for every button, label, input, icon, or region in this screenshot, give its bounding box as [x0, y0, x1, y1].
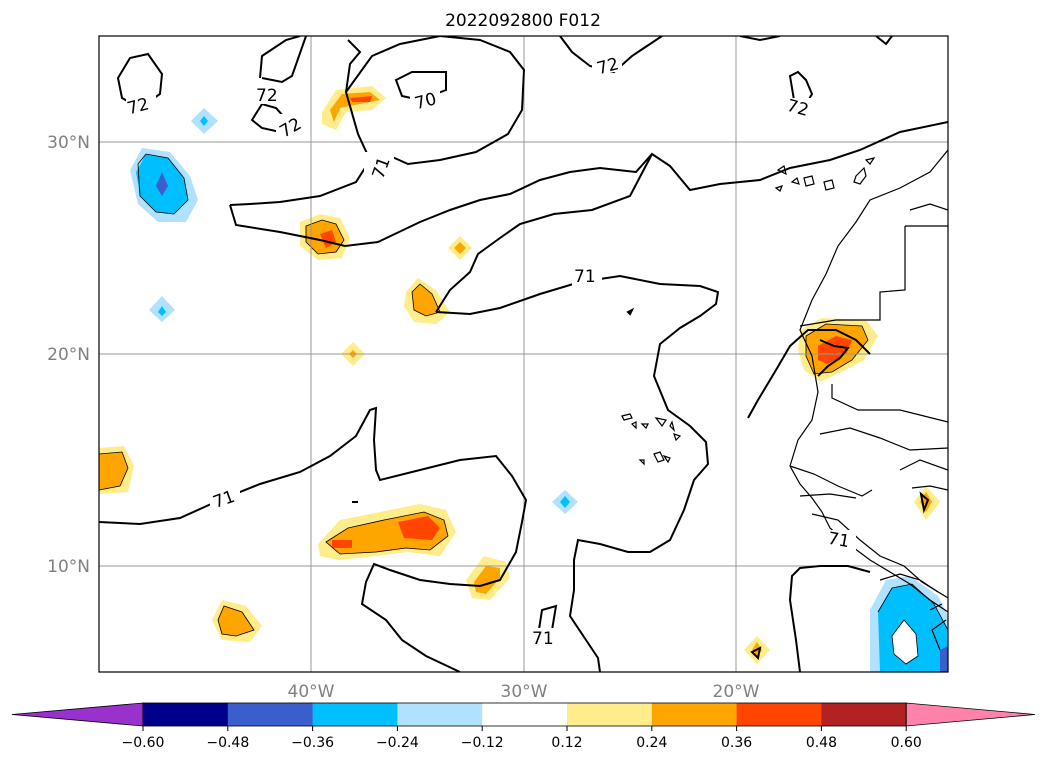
- latitude-labels: 30°N 20°N 10°N: [47, 133, 90, 577]
- colorbar-tick-label: −0.12: [461, 735, 504, 751]
- map-frame: [98, 35, 949, 673]
- colorbar-tick-label: 0.36: [721, 735, 752, 751]
- lat-label-30n: 30°N: [47, 133, 90, 153]
- colorbar-segment: [821, 703, 907, 726]
- figure-title: 2022092800 F012: [445, 11, 601, 31]
- coastlines: [621, 149, 948, 651]
- colorbar-tick-label: −0.36: [291, 735, 334, 751]
- colorbar-tick-label: −0.24: [376, 735, 419, 751]
- negative-anomaly-shading: [130, 108, 948, 672]
- colorbar-tick-label: 0.24: [636, 735, 667, 751]
- colorbar-segment: [397, 703, 483, 726]
- lon-label-40w: 40°W: [288, 682, 335, 702]
- colorbar-frame: [142, 702, 907, 727]
- colorbar-tick-label: 0.48: [806, 735, 837, 751]
- colorbar-segment: [482, 703, 568, 726]
- positive-anomaly-shading: [99, 86, 940, 664]
- contour-label-71: 71: [532, 629, 554, 649]
- colorbar-segment: [651, 703, 738, 726]
- colorbar-tick-label: −0.60: [122, 735, 165, 751]
- map-area: 72 72 72 70 72 72 71 71 71 71 71: [99, 36, 948, 672]
- colorbar-segment: [143, 703, 229, 726]
- anomaly-outlines: [99, 153, 948, 665]
- lat-label-10n: 10°N: [47, 557, 90, 577]
- longitude-labels: 40°W 30°W 20°W: [288, 682, 760, 702]
- colorbar: [11, 702, 1036, 727]
- colorbar-extend-right: [905, 702, 1036, 727]
- contour-labels: 72 72 72 70 72 72 71 71 71 71 71: [125, 52, 856, 649]
- colorbar-segment: [736, 703, 822, 726]
- colorbar-tick-labels: −0.60 −0.48 −0.36 −0.24 −0.12 0.12 0.24 0.36 0.4…: [122, 726, 922, 751]
- colorbar-tick-label: 0.12: [551, 735, 582, 751]
- lon-label-30w: 30°W: [501, 682, 548, 702]
- colorbar-segment: [227, 703, 314, 726]
- colorbar-extend-left: [11, 702, 144, 727]
- lon-label-20w: 20°W: [713, 682, 760, 702]
- lat-label-20n: 20°N: [47, 345, 90, 365]
- contour-label-71: 71: [826, 529, 851, 552]
- colorbar-segment: [567, 703, 653, 726]
- graticule: [99, 36, 948, 672]
- colorbar-segment: [312, 703, 398, 726]
- contour-label-71: 71: [574, 267, 596, 287]
- colorbar-tick-label: 0.60: [891, 735, 922, 751]
- colorbar-tick-label: −0.48: [206, 735, 249, 751]
- contour-label-72: 72: [256, 86, 278, 106]
